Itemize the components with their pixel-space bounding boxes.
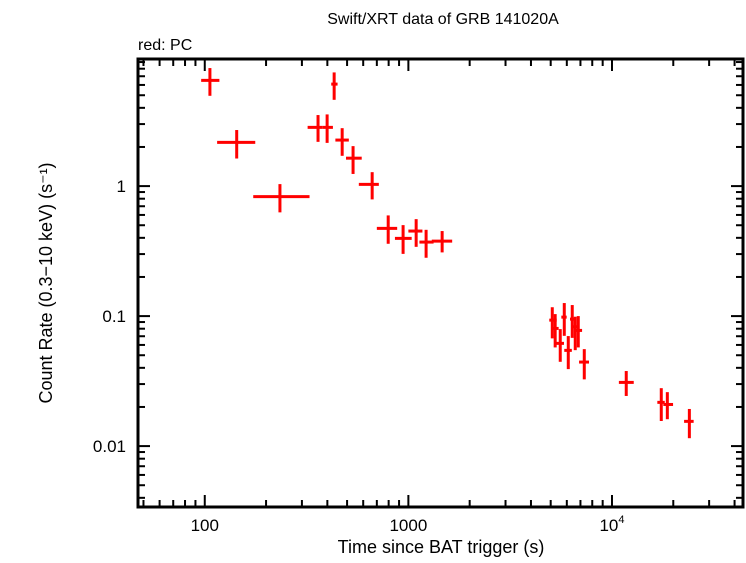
x-axis-label: Time since BAT trigger (s) — [338, 537, 545, 557]
data-point — [657, 388, 665, 421]
data-point — [322, 114, 333, 143]
chart-subtitle: red: PC — [138, 37, 192, 54]
chart-title: Swift/XRT data of GRB 141020A — [327, 11, 559, 28]
data-point — [556, 329, 564, 362]
data-point — [253, 184, 310, 213]
axis-ticks: 100 1000 104 1 0.1 0.01 — [93, 59, 743, 535]
data-point — [572, 316, 578, 351]
data-point — [579, 349, 589, 380]
data-point — [201, 68, 220, 96]
x-tick-label: 1000 — [389, 516, 427, 535]
data-point — [335, 128, 349, 156]
data-point — [419, 229, 434, 258]
data-point — [346, 146, 362, 174]
data-point — [358, 172, 379, 200]
data-point — [431, 231, 453, 253]
data-point — [217, 130, 256, 159]
data-points — [201, 68, 694, 439]
x-tick-label: 100 — [191, 516, 219, 535]
x-tick-label: 104 — [599, 514, 624, 535]
data-point — [564, 336, 572, 370]
data-point — [394, 225, 412, 254]
data-point — [561, 303, 567, 336]
data-point — [575, 316, 583, 348]
y-tick-label: 0.1 — [102, 307, 126, 326]
y-tick-label: 0.01 — [93, 437, 126, 456]
data-point — [618, 371, 634, 396]
data-point — [331, 72, 338, 100]
data-point — [307, 115, 323, 142]
plot-frame — [136, 57, 745, 509]
data-point — [663, 392, 674, 420]
data-point — [376, 215, 398, 244]
data-point — [408, 219, 423, 247]
data-point — [553, 314, 559, 348]
data-point — [684, 408, 694, 439]
y-axis-label: Count Rate (0.3−10 keV) (s⁻¹) — [36, 162, 56, 403]
y-tick-label: 1 — [117, 177, 126, 196]
